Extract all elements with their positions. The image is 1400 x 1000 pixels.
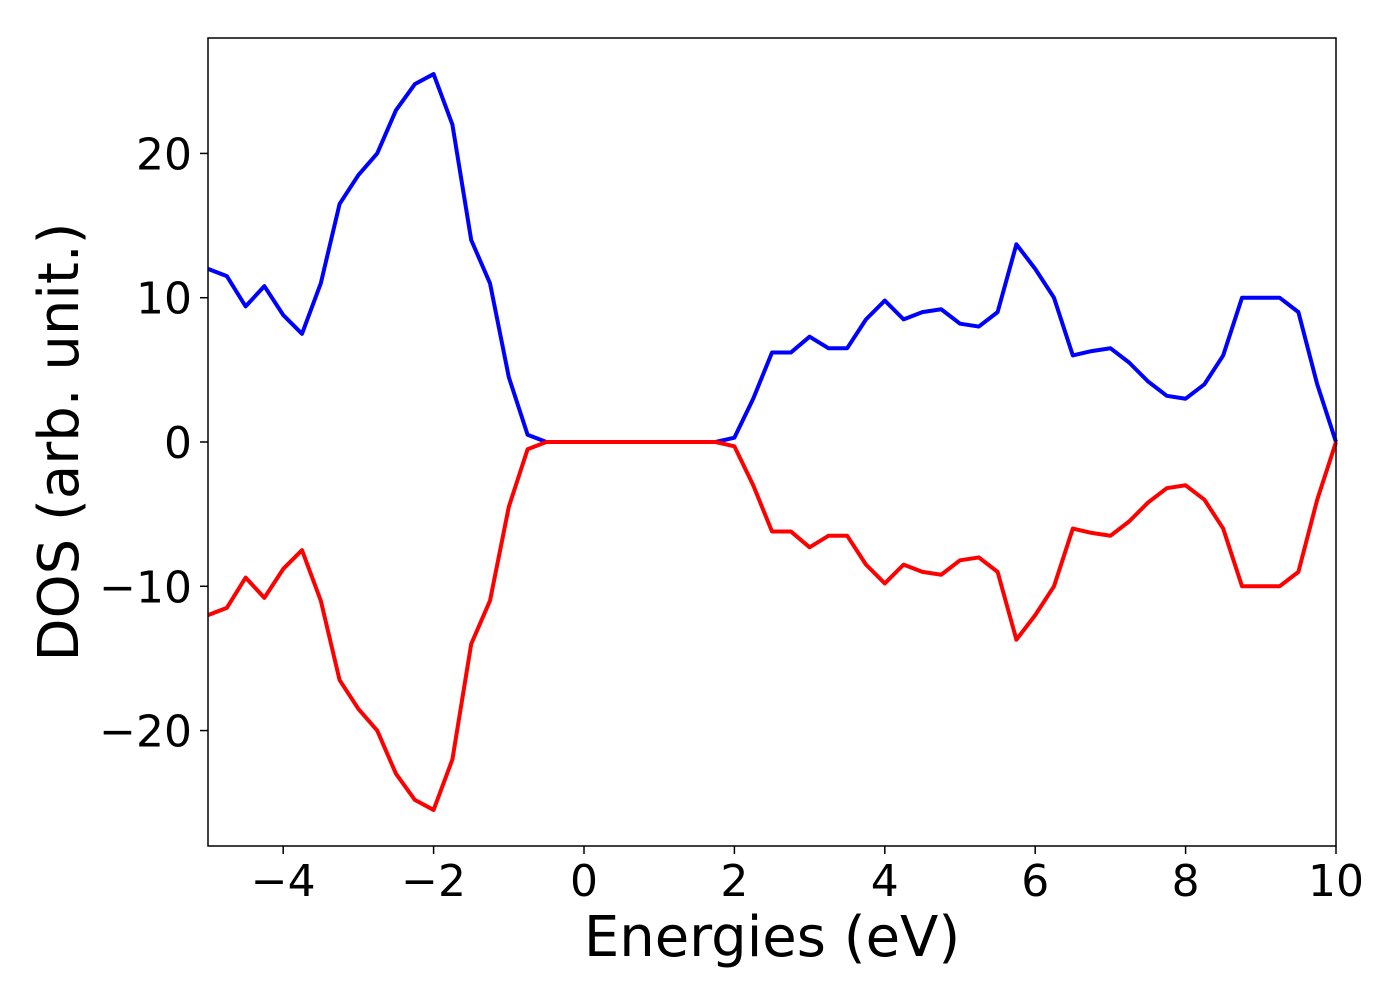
x-tick-label: −2	[401, 856, 466, 907]
x-tick-label: 2	[720, 856, 748, 907]
line-series	[207, 440, 1338, 812]
y-tick-label: 10	[136, 274, 192, 325]
x-tick-label: 4	[871, 856, 899, 907]
y-tick-label: 20	[136, 129, 192, 180]
x-tick-label: 8	[1172, 856, 1200, 907]
line-series	[207, 72, 1338, 444]
x-tick-label: 0	[570, 856, 598, 907]
y-axis-label: DOS (arb. unit.)	[27, 222, 92, 661]
x-axis-label: Energies (eV)	[584, 905, 960, 970]
y-tick-label: −10	[99, 562, 192, 613]
x-tick-label: −4	[251, 856, 316, 907]
y-tick-label: −20	[99, 707, 192, 758]
plot-frame	[207, 37, 1337, 847]
y-tick-label: 0	[164, 418, 192, 469]
x-tick-label: 6	[1021, 856, 1049, 907]
x-tick-label: 10	[1308, 856, 1364, 907]
